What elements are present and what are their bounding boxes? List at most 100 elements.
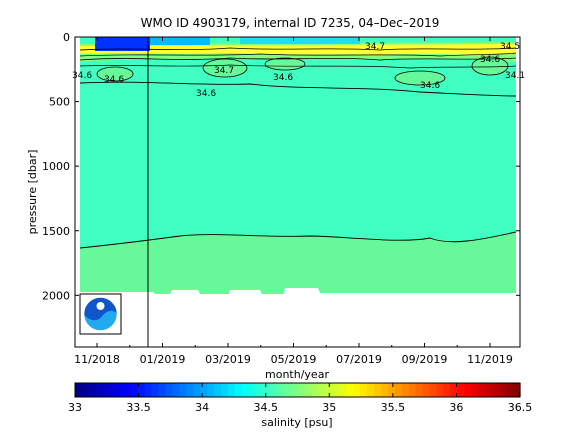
colorbar-swatch bbox=[387, 383, 396, 397]
colorbar-swatch bbox=[290, 383, 299, 397]
colorbar-swatch bbox=[241, 383, 250, 397]
colorbar-swatch bbox=[151, 383, 160, 397]
colorbar-swatch bbox=[415, 383, 424, 397]
x-tick-label: 05/2019 bbox=[271, 353, 317, 366]
contour-line bbox=[79, 57, 517, 61]
x-tick-label: 11/2019 bbox=[467, 353, 513, 366]
colorbar-swatch bbox=[506, 383, 514, 397]
colorbar-swatch bbox=[485, 383, 493, 397]
colorbar-swatch bbox=[325, 383, 333, 397]
colorbar-swatch bbox=[394, 383, 403, 397]
colorbar-swatch bbox=[339, 383, 347, 397]
colorbar: 33 33.5 34 34.5 35 35.5 36 36.5 bbox=[68, 382, 533, 414]
colorbar-tick-label: 35 bbox=[322, 401, 336, 414]
colorbar-swatch bbox=[227, 383, 236, 397]
colorbar-tick-label: 36.5 bbox=[508, 401, 533, 414]
colorbar-swatch bbox=[499, 383, 507, 397]
x-tick-label: 09/2019 bbox=[402, 353, 448, 366]
contour-labels: 34.6 34.6 34.7 34.6 34.6 34.6 34.1 34.7 … bbox=[72, 42, 525, 99]
colorbar-tick-label: 35.5 bbox=[381, 401, 406, 414]
colorbar-swatch bbox=[186, 383, 194, 397]
colorbar-label: salinity [psu] bbox=[261, 416, 332, 429]
colorbar-swatch bbox=[172, 383, 180, 397]
colorbar-swatch bbox=[165, 383, 173, 397]
colorbar-tick-label: 34.5 bbox=[253, 401, 278, 414]
colorbar-swatch bbox=[207, 383, 215, 397]
colorbar-tick-label: 33.5 bbox=[126, 401, 151, 414]
contour-label: 34.1 bbox=[505, 71, 525, 81]
colorbar-swatch bbox=[144, 383, 153, 397]
colorbar-swatch bbox=[492, 383, 500, 397]
colorbar-swatch bbox=[179, 383, 187, 397]
salinity-blob bbox=[394, 70, 446, 86]
colorbar-swatch bbox=[346, 383, 354, 397]
colorbar-tick-label: 34 bbox=[195, 401, 209, 414]
y-tick-label: 0 bbox=[63, 31, 70, 44]
colorbar-swatch bbox=[401, 383, 410, 397]
salinity-blob bbox=[471, 56, 509, 76]
colorbar-swatch bbox=[464, 383, 472, 397]
colorbar-swatch bbox=[471, 383, 479, 397]
colorbar-tick-label: 36 bbox=[449, 401, 463, 414]
x-axis-label: month/year bbox=[265, 368, 329, 381]
colorbar-swatch bbox=[102, 383, 111, 397]
contour-line bbox=[79, 81, 517, 97]
surface-cyan-patch bbox=[150, 37, 210, 45]
colorbar-swatch bbox=[262, 383, 271, 397]
colorbar-swatch bbox=[248, 383, 257, 397]
colorbar-swatch bbox=[311, 383, 319, 397]
colorbar-swatch bbox=[130, 383, 139, 397]
colorbar-swatch bbox=[255, 383, 264, 397]
contour-label: 34.6 bbox=[273, 73, 293, 83]
deep-water-fill bbox=[80, 232, 516, 294]
colorbar-swatch bbox=[200, 383, 208, 397]
colorbar-tick-label: 33 bbox=[68, 401, 82, 414]
contour-line bbox=[79, 231, 517, 249]
chart-title: WMO ID 4903179, internal ID 7235, 04–Dec… bbox=[141, 16, 440, 30]
colorbar-swatch bbox=[380, 383, 389, 397]
colorbar-swatch bbox=[116, 383, 125, 397]
colorbar-border bbox=[74, 382, 521, 398]
colorbar-swatch bbox=[81, 383, 90, 397]
colorbar-swatch bbox=[450, 383, 459, 397]
colorbar-swatch bbox=[234, 383, 243, 397]
colorbar-swatch bbox=[304, 383, 313, 397]
colorbar-swatch bbox=[123, 383, 132, 397]
x-tick-label: 07/2019 bbox=[336, 353, 382, 366]
mid-water-fill bbox=[80, 80, 516, 248]
colorbar-swatch bbox=[318, 383, 326, 397]
colorbar-swatch bbox=[373, 383, 382, 397]
contour-label: 34.6 bbox=[420, 81, 440, 91]
colorbar-swatch bbox=[297, 383, 306, 397]
colorbar-swatch bbox=[221, 383, 229, 397]
surface-blue-patch bbox=[95, 37, 150, 51]
colorbar-swatch bbox=[283, 383, 292, 397]
noaa-logo bbox=[79, 293, 122, 335]
contour-label: 34.6 bbox=[480, 55, 500, 65]
salinity-blob bbox=[264, 57, 306, 71]
colorbar-swatch bbox=[75, 383, 83, 397]
x-axis: 11/2018 01/2019 03/2019 05/2019 07/2019 09/20… bbox=[74, 37, 513, 366]
plot-border bbox=[74, 36, 521, 348]
y-tick-label: 2000 bbox=[42, 289, 70, 302]
colorbar-swatch bbox=[109, 383, 118, 397]
colorbar-swatch bbox=[88, 383, 97, 397]
y-axis-label: pressure [dbar] bbox=[26, 150, 39, 235]
colorbar-swatch bbox=[276, 383, 285, 397]
colorbar-swatch bbox=[332, 383, 340, 397]
colorbar-swatch bbox=[443, 383, 452, 397]
colorbar-swatch bbox=[478, 383, 486, 397]
colorbar-swatch bbox=[408, 383, 417, 397]
colorbar-swatch bbox=[360, 383, 368, 397]
x-tick-label: 03/2019 bbox=[205, 353, 251, 366]
colorbar-swatch bbox=[513, 383, 521, 397]
upper-yellow-band bbox=[80, 44, 516, 55]
colorbar-swatch bbox=[95, 383, 104, 397]
colorbar-swatch bbox=[269, 383, 278, 397]
contour-line bbox=[79, 64, 517, 69]
contour-label: 34.7 bbox=[365, 42, 385, 52]
contour-label: 34.5 bbox=[500, 42, 520, 52]
contour-label: 34.6 bbox=[196, 89, 216, 99]
y-tick-label: 1000 bbox=[42, 160, 70, 173]
